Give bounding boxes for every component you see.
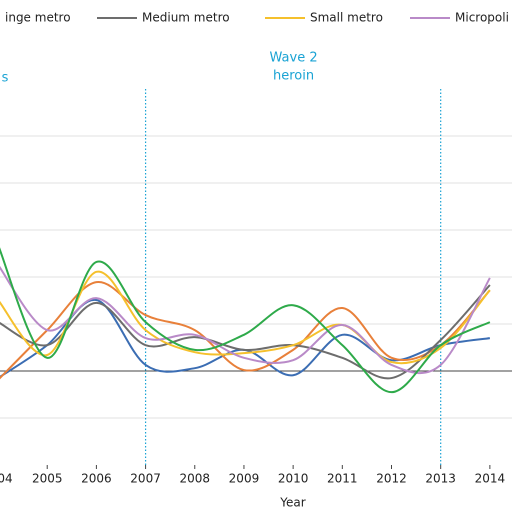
x-tick-label: 2014 <box>475 472 506 486</box>
annotation: s <box>2 71 9 86</box>
x-tick-label: 2009 <box>229 472 260 486</box>
series-line <box>0 281 491 380</box>
grid <box>0 89 512 469</box>
x-tick-label: 04 <box>0 472 13 486</box>
plot-area <box>0 247 491 394</box>
legend-label: Small metro <box>310 11 383 25</box>
x-tick-label: 2007 <box>130 472 161 486</box>
series-line <box>0 247 491 394</box>
x-tick-label: 2011 <box>327 472 358 486</box>
annotation: Wave 2 <box>270 51 318 66</box>
x-axis-title: Year <box>279 496 305 510</box>
x-tick-label: 2013 <box>425 472 456 486</box>
annotation: heroin <box>273 69 314 84</box>
legend-label: inge metro <box>5 11 71 25</box>
x-tick-label: 2012 <box>376 472 407 486</box>
x-tick-label: 2010 <box>278 472 309 486</box>
x-tick-label: 2008 <box>179 472 210 486</box>
series-line <box>0 284 491 380</box>
series-line <box>0 265 491 375</box>
x-tick-label: 2005 <box>32 472 63 486</box>
legend-label: Medium metro <box>142 11 230 25</box>
x-tick-label: 2006 <box>81 472 112 486</box>
legend-label: Micropoli <box>455 11 509 25</box>
